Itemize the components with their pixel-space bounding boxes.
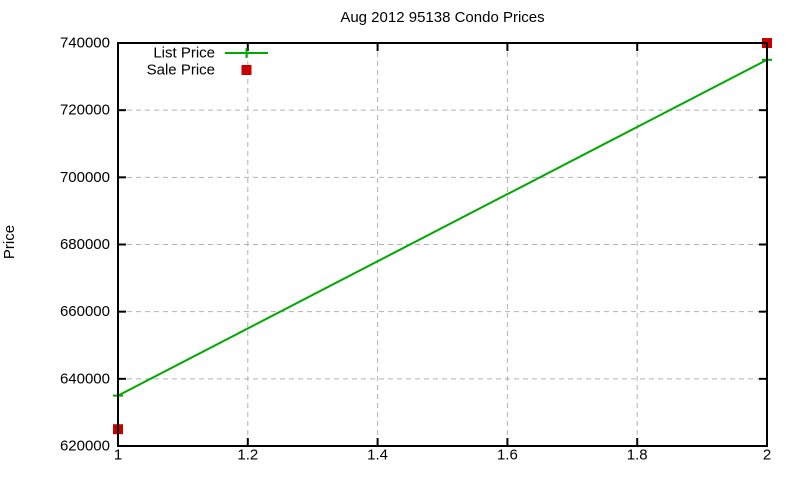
y-axis-label: Price xyxy=(1,224,18,260)
y-tick-label: 700000 xyxy=(60,169,110,186)
chart-title: Aug 2012 95138 Condo Prices xyxy=(340,9,545,26)
y-tick-label: 660000 xyxy=(60,303,110,320)
y-tick-label: 680000 xyxy=(60,236,110,253)
y-tick-label: 640000 xyxy=(60,370,110,387)
x-tick-label: 2 xyxy=(763,447,771,464)
y-tick-label: 740000 xyxy=(60,35,110,52)
x-tick-label: 1.6 xyxy=(497,447,518,464)
x-tick-label: 1.4 xyxy=(367,447,388,464)
x-tick-label: 1.8 xyxy=(627,447,648,464)
y-tick-label: 620000 xyxy=(60,438,110,455)
y-tick-label: 720000 xyxy=(60,102,110,119)
list-price-line xyxy=(117,58,768,397)
legend-label-list-price: List Price xyxy=(153,45,215,62)
x-tick-label: 1 xyxy=(114,447,122,464)
legend-sample-marker xyxy=(241,65,252,75)
legend-label-sale-price: Sale Price xyxy=(147,62,215,79)
x-tick-label: 1.2 xyxy=(237,447,258,464)
